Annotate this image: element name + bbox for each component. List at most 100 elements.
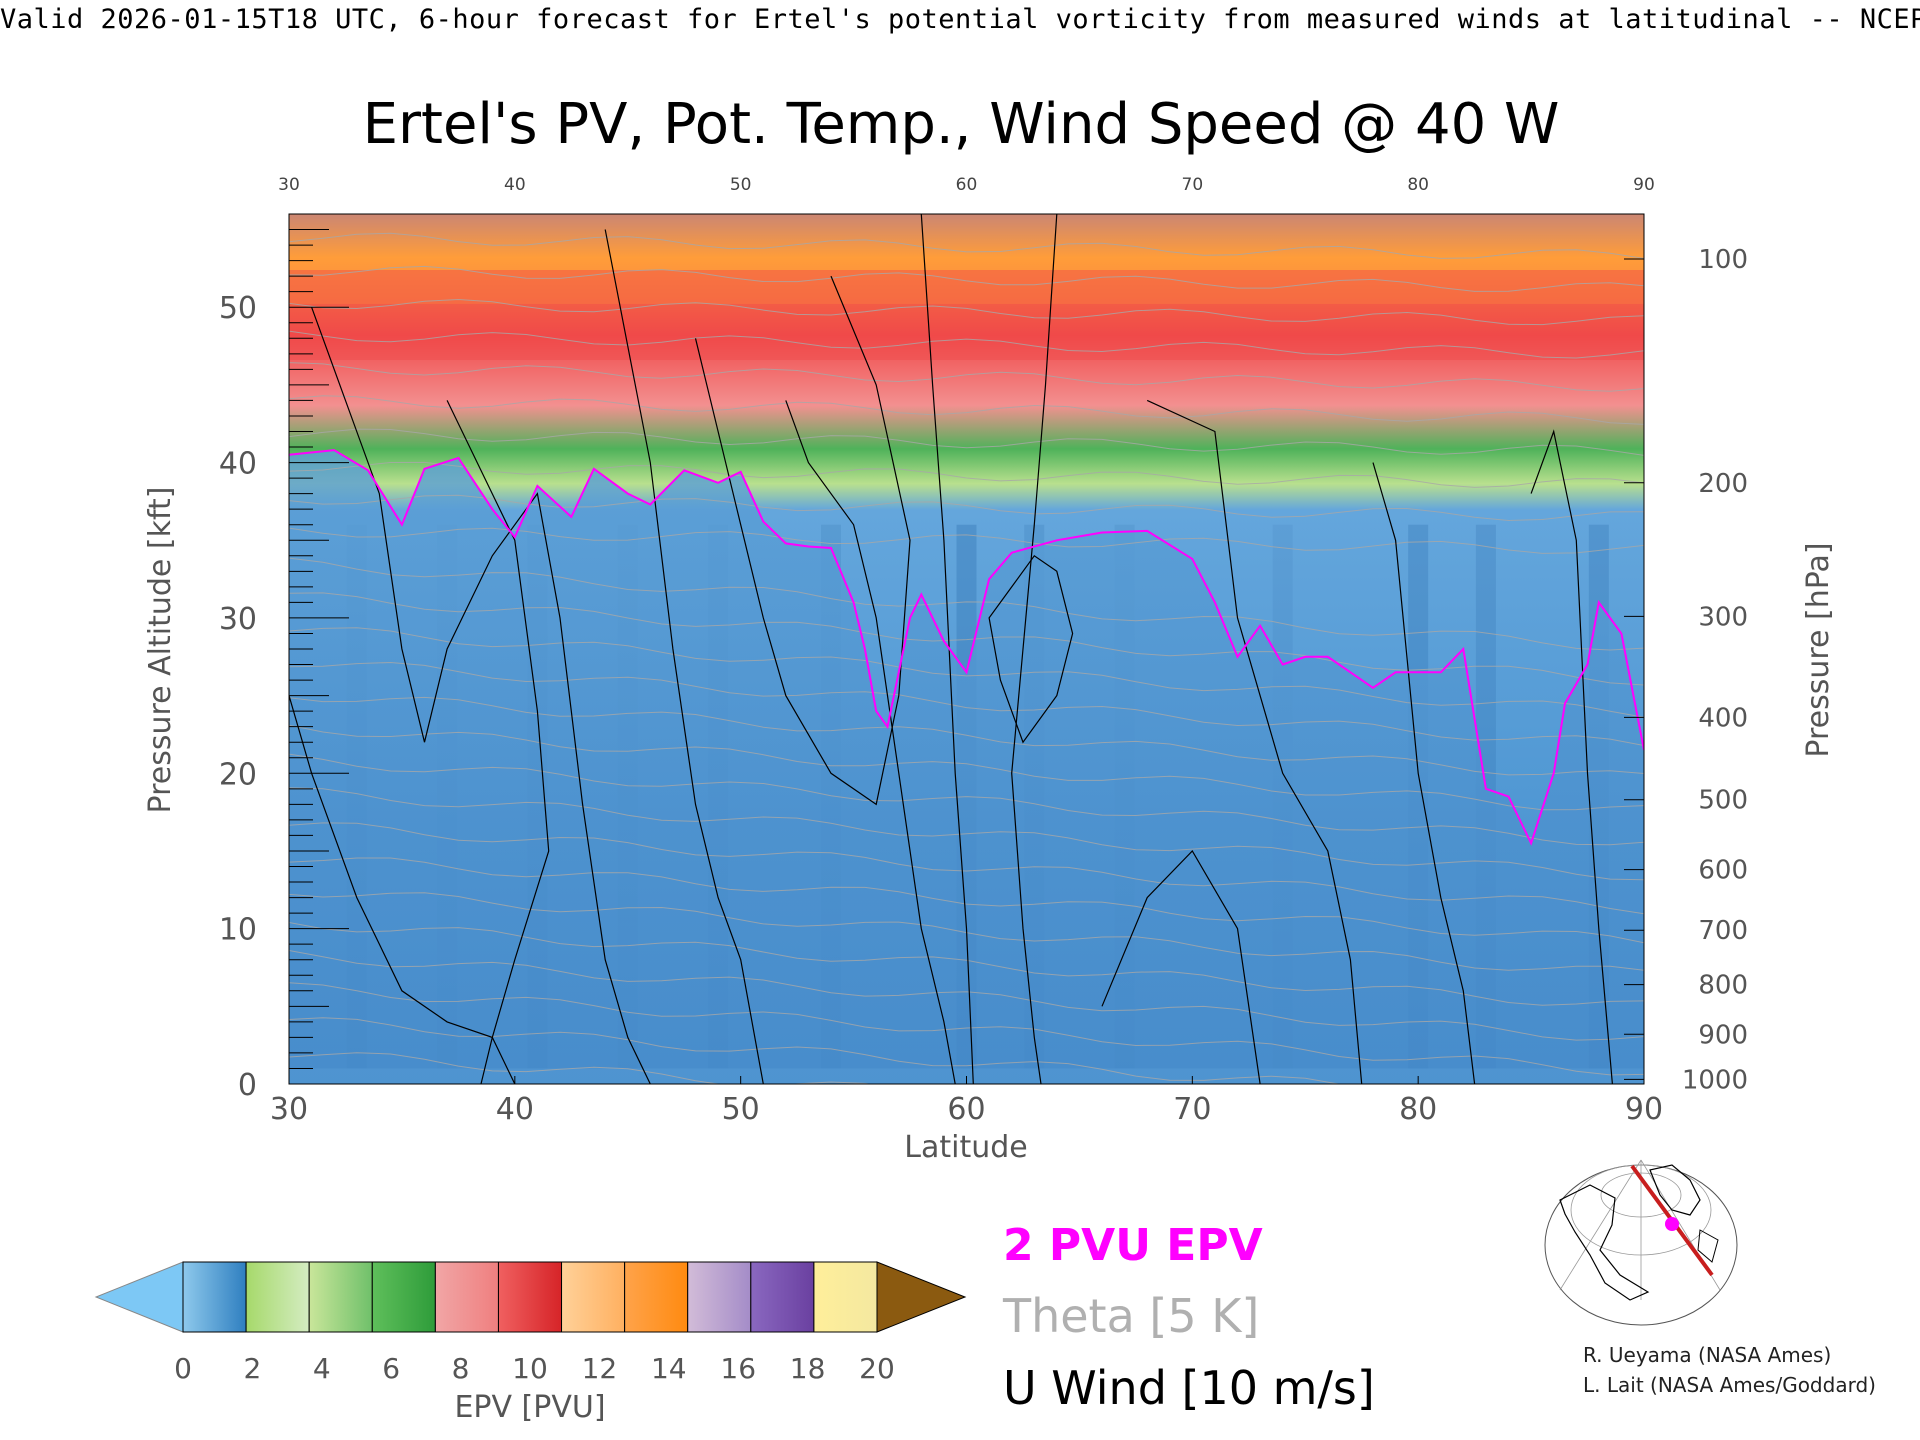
theta-contour bbox=[289, 494, 1644, 522]
wind-contour bbox=[1530, 429, 1613, 1084]
legend-entry: 2 PVU EPV bbox=[1003, 1220, 1263, 1271]
y-tick-label: 30 bbox=[219, 602, 257, 637]
x-top-tick-label: 90 bbox=[1633, 175, 1655, 195]
theta-contour bbox=[289, 857, 1644, 944]
y-axis: 0 10 20 30 40 50 bbox=[219, 229, 349, 1103]
wind-contour bbox=[1101, 850, 1261, 1084]
colorbar-tick-label: 14 bbox=[651, 1352, 687, 1385]
theta-contour bbox=[289, 395, 1644, 425]
y-tick-label: 0 bbox=[238, 1068, 257, 1103]
upper-troposphere-fill bbox=[289, 450, 1644, 1084]
pressure-tick-label: 1000 bbox=[1682, 1065, 1748, 1095]
x-axis: 30 30 40 40 50 50 60 60 70 70 80 80 90 90 bbox=[270, 175, 1663, 1127]
wind-contour bbox=[785, 400, 956, 1084]
colorbar-segment bbox=[687, 1261, 752, 1333]
wind-contour bbox=[604, 229, 764, 1084]
theta-contour bbox=[289, 265, 1644, 292]
pressure-tick-label: 200 bbox=[1698, 469, 1748, 499]
x-tick-label: 70 bbox=[1173, 1092, 1211, 1127]
y-tick-label: 20 bbox=[219, 757, 257, 792]
theta-contour bbox=[289, 362, 1644, 392]
upper-red-band bbox=[289, 270, 1644, 360]
wind-contour bbox=[920, 214, 974, 1084]
theta-contour bbox=[289, 982, 1644, 1076]
wind-contour bbox=[988, 554, 1074, 744]
theta-contour bbox=[289, 232, 1644, 259]
x-top-tick-label: 80 bbox=[1407, 175, 1429, 195]
legend-entry: U Wind [10 m/s] bbox=[1003, 1361, 1375, 1415]
chart-title: Ertel's PV, Pot. Temp., Wind Speed @ 40 … bbox=[363, 92, 1560, 157]
wind-contour bbox=[1146, 399, 1363, 1084]
y-tick-label: 50 bbox=[219, 291, 257, 326]
pressure-tick-label: 600 bbox=[1698, 856, 1748, 886]
x-tick-label: 60 bbox=[947, 1092, 985, 1127]
y-tick-label: 10 bbox=[219, 913, 257, 948]
theta-contour bbox=[289, 557, 1644, 651]
theta-contour bbox=[289, 922, 1644, 1006]
colorbar-segment bbox=[813, 1261, 878, 1333]
theta-contour bbox=[289, 428, 1644, 456]
colorbar-segment bbox=[561, 1261, 626, 1333]
plot-area bbox=[289, 214, 1644, 1084]
theta-contours bbox=[289, 232, 1644, 1084]
theta-contour bbox=[289, 787, 1644, 881]
pressure-axis-label: Pressure [hPa] bbox=[1801, 542, 1836, 757]
x-tick-label: 30 bbox=[270, 1092, 308, 1127]
x-tick-label: 40 bbox=[496, 1092, 534, 1127]
theta-contour bbox=[289, 724, 1644, 811]
colorbar-segment bbox=[245, 1261, 310, 1333]
colorbar-tick-label: 6 bbox=[382, 1352, 400, 1385]
x-tick-label: 80 bbox=[1399, 1092, 1437, 1127]
colorbar-segment bbox=[750, 1261, 815, 1333]
theta-contour bbox=[289, 822, 1644, 915]
theta-contour bbox=[289, 753, 1644, 846]
y-axis-label: Pressure Altitude [kft] bbox=[143, 487, 178, 814]
legend-entry: Theta [5 K] bbox=[1002, 1289, 1259, 1343]
x-tick-label: 90 bbox=[1625, 1092, 1663, 1127]
pressure-tick-label: 300 bbox=[1698, 602, 1748, 632]
colorbar-tick-label: 18 bbox=[790, 1352, 826, 1385]
credits: R. Ueyama (NASA Ames) L. Lait (NASA Ames/… bbox=[1583, 1343, 1876, 1397]
wind-contours bbox=[289, 214, 1613, 1084]
colorbar-tick-label: 0 bbox=[174, 1352, 192, 1385]
x-top-tick-label: 40 bbox=[504, 175, 526, 195]
location-map-inset bbox=[1542, 1152, 1740, 1326]
theta-contour bbox=[289, 527, 1644, 554]
colorbar-tick-label: 2 bbox=[243, 1352, 261, 1385]
pressure-tick-label: 800 bbox=[1698, 971, 1748, 1001]
colorbar-tick-label: 16 bbox=[720, 1352, 756, 1385]
colorbar-segment bbox=[371, 1261, 436, 1333]
credit-line: L. Lait (NASA Ames/Goddard) bbox=[1583, 1373, 1876, 1397]
colorbar-label: EPV [PVU] bbox=[454, 1390, 605, 1425]
wind-contour bbox=[694, 275, 911, 806]
colorbar-tick-label: 4 bbox=[313, 1352, 331, 1385]
pressure-tick-label: 700 bbox=[1698, 916, 1748, 946]
x-top-tick-label: 70 bbox=[1182, 175, 1204, 195]
credit-line: R. Ueyama (NASA Ames) bbox=[1583, 1343, 1831, 1367]
pressure-axis: 100 200 300 400 500 600 700 800 900 1000 bbox=[1624, 245, 1748, 1095]
colorbar-segment bbox=[182, 1261, 247, 1333]
colorbar-segment bbox=[434, 1261, 499, 1333]
colorbar-segment bbox=[497, 1261, 563, 1333]
x-top-tick-label: 50 bbox=[730, 175, 752, 195]
x-axis-label: Latitude bbox=[904, 1130, 1027, 1165]
tropopause-2pvu-line bbox=[289, 449, 1644, 846]
colorbar-tick-label: 12 bbox=[582, 1352, 618, 1385]
colorbar-segment bbox=[308, 1261, 373, 1333]
y-tick-label: 40 bbox=[219, 447, 257, 482]
x-top-tick-label: 60 bbox=[956, 175, 978, 195]
pressure-tick-label: 100 bbox=[1698, 245, 1748, 275]
pressure-tick-label: 500 bbox=[1698, 786, 1748, 816]
wind-contour bbox=[1372, 462, 1476, 1084]
theta-contour bbox=[289, 298, 1644, 326]
colorbar-tick-label: 10 bbox=[512, 1352, 548, 1385]
x-top-tick-label: 30 bbox=[278, 175, 300, 195]
header-caption: Valid 2026-01-15T18 UTC, 6-hour forecast… bbox=[0, 4, 1920, 35]
colorbar-tick-label: 8 bbox=[452, 1352, 470, 1385]
x-tick-label: 50 bbox=[722, 1092, 760, 1127]
colorbar-under-arrow bbox=[94, 1261, 184, 1333]
wind-contour bbox=[1011, 214, 1058, 1084]
legend: 2 PVU EPV Theta [5 K] U Wind [10 m/s] bbox=[1002, 1220, 1375, 1415]
theta-contour bbox=[289, 461, 1644, 488]
